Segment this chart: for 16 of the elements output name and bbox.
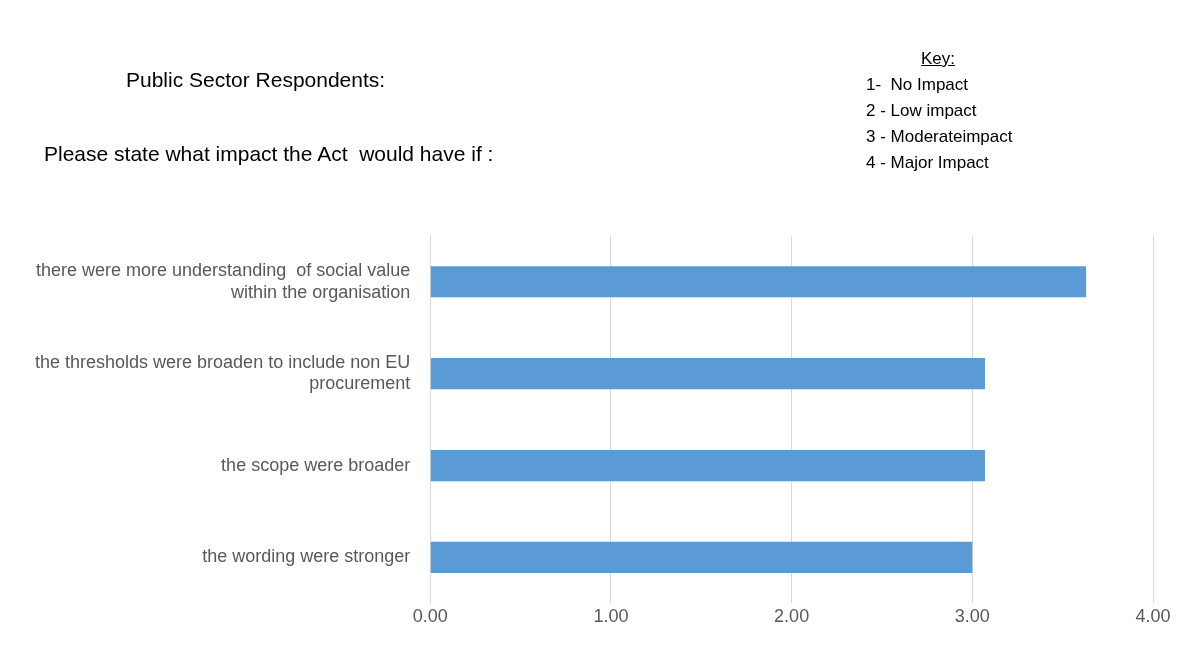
x-tick-label: 1.00	[593, 606, 629, 627]
chart-subtitle: Please state what impact the Act would have if :	[44, 142, 494, 166]
text: 3 - Moderateimpact	[866, 126, 1013, 148]
y-tick-label: there were more understanding of social value within the organisation	[36, 259, 411, 302]
y-tick-label: the wording were stronger	[202, 546, 411, 567]
text: Public Sector Respondents:	[126, 68, 386, 92]
x-tick-label: 0.00	[412, 606, 448, 627]
x-tick-label: 4.00	[1135, 606, 1171, 627]
text: Key:	[920, 48, 956, 70]
text: 2 - Low impact	[866, 100, 978, 122]
x-tick-label: 3.00	[954, 606, 990, 627]
y-tick-label: the scope were broader	[221, 454, 411, 475]
text: 1- No Impact	[866, 74, 970, 96]
x-tick-label: 2.00	[774, 606, 810, 627]
text: 4 - Major Impact	[866, 152, 990, 174]
y-tick-label: the thresholds were broaden to include non EU procurement	[34, 351, 411, 394]
